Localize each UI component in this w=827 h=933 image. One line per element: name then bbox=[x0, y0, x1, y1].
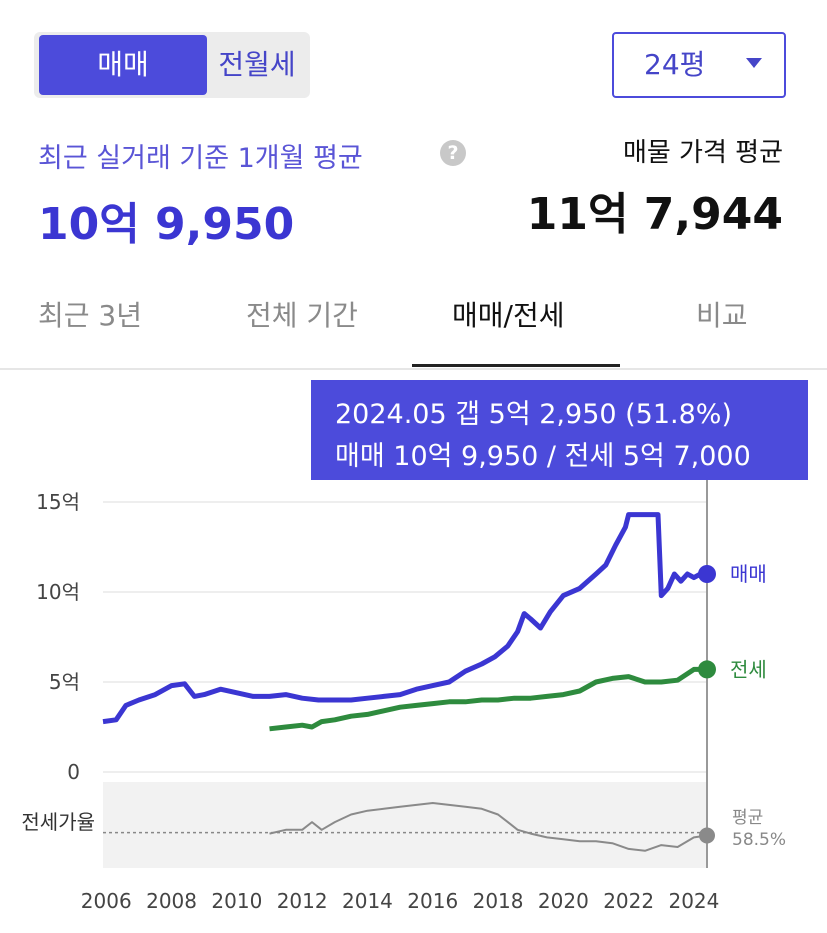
chevron-down-icon bbox=[746, 58, 762, 68]
ratio-current-point bbox=[699, 827, 715, 844]
deal-type-toggle: 매매 전월세 bbox=[34, 32, 310, 98]
y-tick-label: 10억 bbox=[36, 580, 80, 604]
y-tick-label: 15억 bbox=[36, 490, 80, 514]
sale-toggle-button[interactable]: 매매 bbox=[39, 35, 207, 95]
x-tick-label: 2006 bbox=[81, 889, 132, 913]
size-select[interactable]: 24평 bbox=[612, 32, 786, 98]
x-tick-label: 2008 bbox=[146, 889, 197, 913]
price-chart: 15억 10억 5억 0 2006 2008 2010 2012 2014 2016 2018 20… bbox=[21, 480, 786, 913]
x-tick-label: 2014 bbox=[342, 889, 393, 913]
x-tick-label: 2010 bbox=[211, 889, 262, 913]
sale-current-point bbox=[698, 565, 716, 583]
series-label-jeonse: 전세 bbox=[730, 657, 767, 681]
recent-average-label: 최근 실거래 기준 1개월 평균 bbox=[38, 143, 363, 174]
listing-average-label: 매물 가격 평균 bbox=[622, 138, 783, 168]
recent-average-value: 10억 9,950 bbox=[38, 199, 295, 250]
series-label-sale: 매매 bbox=[730, 562, 767, 586]
tab-sale-jeonse[interactable]: 매매/전세 bbox=[452, 299, 565, 332]
listing-average-value: 11억 7,944 bbox=[526, 189, 783, 240]
size-select-value: 24평 bbox=[644, 48, 706, 81]
tab-recent-3-years[interactable]: 최근 3년 bbox=[38, 299, 142, 332]
rent-toggle-button[interactable]: 전월세 bbox=[218, 48, 296, 81]
ratio-average-value: 58.5% bbox=[732, 830, 786, 850]
x-tick-label: 2024 bbox=[668, 889, 719, 913]
y-tick-label: 0 bbox=[67, 760, 80, 784]
ratio-panel-background bbox=[103, 782, 707, 868]
x-tick-label: 2020 bbox=[538, 889, 589, 913]
series-line-sale bbox=[102, 512, 707, 725]
jeonse-current-point bbox=[698, 660, 716, 679]
ratio-axis-label: 전세가율 bbox=[21, 810, 95, 834]
tooltip-gap-line: 2024.05 갭 5억 2,950 (51.8%) bbox=[335, 399, 732, 430]
active-tab-indicator bbox=[412, 364, 620, 367]
series-line-jeonse bbox=[269, 666, 707, 732]
x-tick-label: 2018 bbox=[473, 889, 524, 913]
tooltip-price-line: 매매 10억 9,950 / 전세 5억 7,000 bbox=[335, 441, 751, 472]
x-tick-label: 2012 bbox=[277, 889, 328, 913]
ratio-average-label: 평균 bbox=[732, 808, 763, 828]
tab-compare[interactable]: 비교 bbox=[696, 299, 748, 332]
help-icon[interactable]: ? bbox=[440, 140, 466, 166]
y-tick-label: 5억 bbox=[49, 670, 80, 694]
x-tick-label: 2016 bbox=[407, 889, 458, 913]
x-tick-label: 2022 bbox=[603, 889, 654, 913]
chart-tabs: 최근 3년 전체 기간 매매/전세 비교 bbox=[0, 280, 827, 370]
series-line-ratio bbox=[269, 802, 708, 852]
tab-all-period[interactable]: 전체 기간 bbox=[246, 299, 358, 332]
chart-tooltip: 2024.05 갭 5억 2,950 (51.8%) 매매 10억 9,950 … bbox=[311, 380, 808, 480]
